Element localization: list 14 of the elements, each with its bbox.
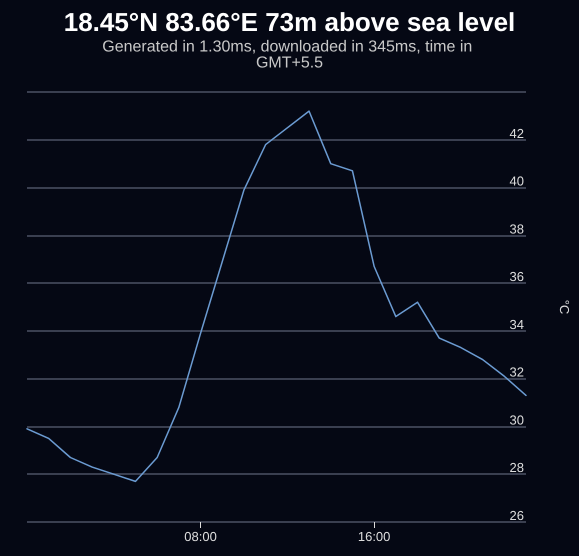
y-tick-label: 36 <box>510 269 524 284</box>
y-tick-label: 30 <box>510 412 524 428</box>
y-tick-label: 40 <box>510 174 524 189</box>
y-tick-label: 42 <box>510 126 524 141</box>
chart-subtitle: Generated in 1.30ms, downloaded in 345ms, time in GMT+5.5 <box>102 38 477 72</box>
y-tick-label: 38 <box>510 221 524 236</box>
y-tick-label: 26 <box>510 508 524 523</box>
x-tick-label: 16:00 <box>358 529 390 544</box>
y-axis-title: °C <box>557 300 572 314</box>
chart-title: 18.45°N 83.66°E 73m above sea level <box>64 7 516 37</box>
y-tick-label: 32 <box>510 364 524 380</box>
y-tick-label: 34 <box>510 316 524 332</box>
x-tick-label: 08:00 <box>184 529 217 544</box>
y-tick-label: 28 <box>510 460 524 476</box>
